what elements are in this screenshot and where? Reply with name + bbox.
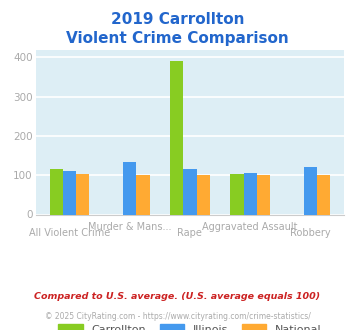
Bar <box>197 175 210 214</box>
Bar <box>123 162 136 214</box>
Bar <box>76 175 89 215</box>
Bar <box>50 169 63 214</box>
Text: Rape: Rape <box>178 228 202 238</box>
Text: Murder & Mans...: Murder & Mans... <box>88 221 171 232</box>
Text: © 2025 CityRating.com - https://www.cityrating.com/crime-statistics/: © 2025 CityRating.com - https://www.city… <box>45 312 310 321</box>
Bar <box>230 175 244 215</box>
Legend: Carrollton, Illinois, National: Carrollton, Illinois, National <box>54 319 326 330</box>
Text: Violent Crime Comparison: Violent Crime Comparison <box>66 31 289 46</box>
Bar <box>183 169 197 214</box>
Bar <box>257 175 270 214</box>
Text: Compared to U.S. average. (U.S. average equals 100): Compared to U.S. average. (U.S. average … <box>34 292 321 301</box>
Bar <box>304 167 317 214</box>
Text: 2019 Carrollton: 2019 Carrollton <box>111 12 244 26</box>
Bar <box>63 171 76 214</box>
Text: All Violent Crime: All Violent Crime <box>29 228 110 238</box>
Text: Aggravated Assault: Aggravated Assault <box>202 221 298 232</box>
Text: Robbery: Robbery <box>290 228 331 238</box>
Bar <box>244 173 257 214</box>
Bar <box>136 175 149 214</box>
Bar <box>170 61 183 214</box>
Bar <box>317 175 330 214</box>
